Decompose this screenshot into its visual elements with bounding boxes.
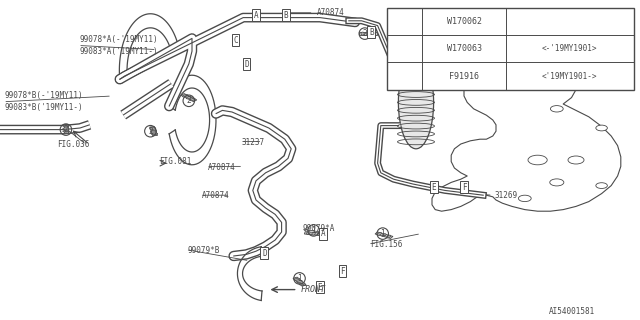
Circle shape (550, 106, 563, 112)
Text: 1: 1 (403, 17, 407, 26)
Text: 1: 1 (311, 226, 316, 235)
Text: C: C (233, 36, 238, 44)
Text: 31269: 31269 (495, 191, 518, 200)
Text: B: B (284, 11, 289, 20)
Ellipse shape (150, 128, 156, 129)
FancyBboxPatch shape (359, 32, 377, 35)
FancyBboxPatch shape (180, 93, 197, 102)
Circle shape (550, 179, 564, 186)
Circle shape (528, 155, 547, 165)
Circle shape (568, 156, 584, 164)
Text: FIG.036: FIG.036 (58, 140, 90, 148)
Text: 99079*A: 99079*A (303, 224, 335, 233)
FancyBboxPatch shape (63, 124, 68, 133)
Ellipse shape (63, 128, 69, 130)
Text: F91916: F91916 (449, 71, 479, 81)
Text: F: F (340, 267, 345, 276)
Text: FRONT: FRONT (301, 285, 326, 294)
Ellipse shape (377, 232, 381, 235)
Text: E: E (317, 283, 323, 292)
Ellipse shape (63, 131, 69, 132)
Ellipse shape (297, 281, 302, 283)
Ellipse shape (152, 133, 157, 135)
Text: W170062: W170062 (447, 17, 481, 26)
Ellipse shape (382, 234, 386, 236)
Text: A: A (321, 229, 326, 238)
Ellipse shape (372, 32, 375, 35)
Ellipse shape (312, 232, 316, 235)
Text: 99083*B('19MY11-): 99083*B('19MY11-) (4, 103, 83, 112)
FancyBboxPatch shape (293, 277, 306, 286)
Text: A70874: A70874 (208, 163, 236, 172)
Text: 99078*A(-'19MY11): 99078*A(-'19MY11) (79, 35, 158, 44)
Text: FIG.156: FIG.156 (370, 240, 403, 249)
Ellipse shape (366, 32, 370, 35)
Text: 99078*B(-'19MY11): 99078*B(-'19MY11) (4, 91, 83, 100)
Text: D: D (262, 249, 267, 258)
Text: <'19MY1901->: <'19MY1901-> (542, 71, 597, 81)
Ellipse shape (182, 94, 188, 97)
Ellipse shape (307, 232, 310, 235)
Text: 2: 2 (403, 44, 407, 53)
Text: A70874: A70874 (202, 191, 229, 200)
Text: 1: 1 (297, 274, 302, 283)
Text: B: B (369, 28, 374, 36)
Ellipse shape (186, 96, 191, 99)
Ellipse shape (398, 56, 434, 149)
Text: 2: 2 (362, 29, 367, 38)
Circle shape (596, 125, 607, 131)
Text: 99083*A('19MY11-): 99083*A('19MY11-) (79, 47, 158, 56)
Text: W170063: W170063 (447, 44, 481, 53)
Text: 1: 1 (380, 229, 385, 238)
Text: 2: 2 (186, 96, 191, 105)
FancyBboxPatch shape (375, 232, 393, 238)
Circle shape (596, 183, 607, 188)
Ellipse shape (300, 283, 305, 285)
Ellipse shape (63, 125, 69, 127)
Ellipse shape (317, 233, 321, 236)
Text: F: F (461, 183, 467, 192)
Text: 2: 2 (63, 125, 68, 134)
Ellipse shape (294, 278, 300, 280)
Text: 2: 2 (148, 127, 153, 136)
Ellipse shape (387, 235, 391, 238)
Text: E: E (431, 183, 436, 192)
Text: AI54001581: AI54001581 (548, 308, 595, 316)
Text: D: D (244, 60, 249, 68)
Ellipse shape (150, 130, 157, 132)
Text: A: A (253, 11, 259, 20)
Text: <-'19MY1901>: <-'19MY1901> (542, 44, 597, 53)
Ellipse shape (190, 98, 195, 101)
FancyBboxPatch shape (150, 127, 157, 136)
Ellipse shape (361, 32, 364, 35)
FancyBboxPatch shape (305, 232, 323, 236)
Text: 99079*B: 99079*B (188, 246, 220, 255)
Text: FIG.081: FIG.081 (159, 157, 191, 166)
Text: 31237: 31237 (241, 138, 264, 147)
Text: A70874: A70874 (317, 8, 344, 17)
FancyBboxPatch shape (387, 8, 634, 90)
Circle shape (548, 79, 564, 87)
Circle shape (518, 195, 531, 202)
